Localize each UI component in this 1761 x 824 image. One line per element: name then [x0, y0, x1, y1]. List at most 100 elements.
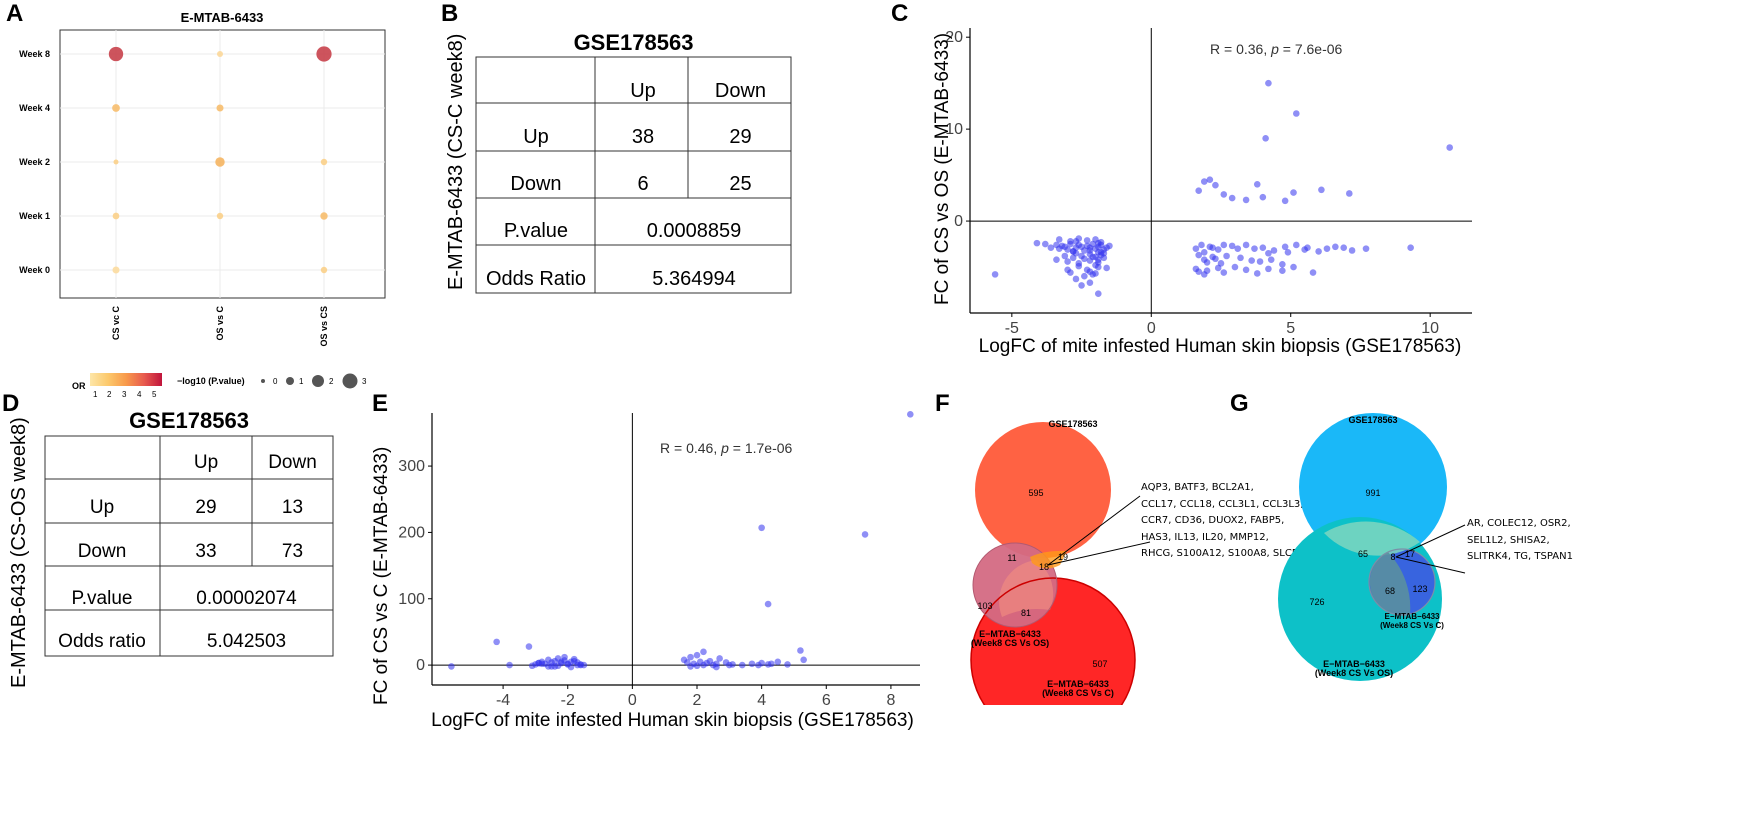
- scatter-point: [1081, 255, 1088, 263]
- dot-plot-point: [216, 104, 224, 112]
- scatter-point: [1270, 247, 1278, 254]
- scatter-point: [700, 648, 707, 656]
- table-d-down-up: 33: [195, 541, 217, 562]
- or-legend-title: OR: [72, 381, 86, 391]
- or-tick-5: 5: [152, 390, 157, 399]
- scatter-point: [1332, 243, 1339, 251]
- scatter-point: [1086, 279, 1094, 286]
- scatter-point: [570, 657, 578, 665]
- scatter-point: [1234, 245, 1242, 252]
- y-tick-label: 200: [398, 524, 425, 541]
- dot-plot-point: [216, 212, 224, 220]
- scatter-c-annotation: R = 0.36, p = 7.6e-06: [1210, 41, 1343, 57]
- scatter-point: [1092, 270, 1099, 277]
- scatter-point: [738, 661, 746, 669]
- scatter-point: [1290, 263, 1297, 271]
- table-b-or-label: Odds Ratio: [485, 268, 587, 290]
- scatter-point: [758, 659, 765, 667]
- scatter-c-chart: -5 0 5 10 0 10 20 R = 0.36, p = 7.6e-06: [945, 28, 1472, 337]
- scatter-e-annotation-r: R = 0.46,: [660, 440, 721, 456]
- scatter-point: [1290, 189, 1297, 196]
- scatter-point: [1083, 266, 1091, 274]
- dot-plot-point: [320, 158, 328, 166]
- venn-g-count-abc: 8: [1390, 552, 1395, 562]
- scatter-point: [1223, 252, 1230, 260]
- dot-plot-point: [215, 157, 225, 167]
- y-tick-label: 0: [954, 213, 963, 230]
- y-tick-label: 20: [945, 29, 963, 46]
- scatter-point: [1209, 244, 1216, 252]
- venn-f-gene-list: AQP3, BATF3, BCL2A1, CCL17, CCL18, CCL3L…: [1141, 480, 1311, 563]
- venn-f-count-b: 103: [977, 601, 992, 611]
- scatter-point: [1242, 266, 1250, 274]
- scatter-point: [1220, 191, 1228, 198]
- scatter-point: [557, 658, 565, 666]
- table-d-title: GSE178563: [129, 408, 249, 433]
- scatter-point: [1064, 258, 1071, 265]
- table-b-or: 5.364994: [652, 268, 736, 290]
- table-b-pvalue-label: P.value: [503, 220, 569, 242]
- scatter-point: [1100, 254, 1108, 262]
- scatter-point: [1407, 244, 1414, 252]
- venn-g-sublabel-c: (Week8 CS Vs C): [1380, 621, 1444, 630]
- scatter-point: [1200, 178, 1208, 185]
- scatter-point: [506, 661, 513, 669]
- table-b-up-down: 29: [729, 126, 752, 148]
- y-tick-label: 0: [416, 657, 425, 674]
- venn-f-leader-2: [1047, 541, 1151, 566]
- dot-plot-y-tick: Week 0: [19, 265, 50, 275]
- size-legend-label-3: 3: [362, 377, 367, 386]
- size-legend: 0 1 2 3: [261, 373, 367, 389]
- table-d-down-down: 73: [281, 541, 304, 562]
- scatter-point: [1192, 245, 1200, 252]
- venn-f-count-ac: 19: [1058, 552, 1068, 562]
- venn-g-count-c: 123: [1412, 584, 1427, 594]
- venn-f-set-a: [975, 422, 1111, 558]
- dot-plot-x-tick: OS vs CS: [319, 306, 329, 347]
- table-b-down-up: 6: [637, 173, 649, 195]
- scatter-point: [493, 638, 500, 646]
- scatter-point: [1265, 249, 1272, 257]
- scatter-point: [1279, 260, 1286, 268]
- dot-plot-x-tick: OS vs C: [215, 306, 225, 341]
- venn-f-gene-line-1: AQP3, BATF3, BCL2A1,: [1141, 482, 1254, 493]
- scatter-e-annotation-p-italic: p: [720, 440, 729, 456]
- scatter-point: [1262, 135, 1269, 142]
- table-b-pvalue: 0.0008859: [646, 220, 742, 242]
- x-tick-label: 0: [1147, 320, 1156, 337]
- scatter-point: [797, 647, 804, 654]
- table-d-or-label: Odds ratio: [58, 631, 146, 652]
- size-legend-dot-3: [342, 373, 358, 389]
- table-d-col-down: Down: [268, 452, 317, 473]
- table-d-grid: [44, 435, 334, 657]
- scatter-point: [528, 662, 536, 670]
- scatter-point: [1259, 244, 1267, 252]
- scatter-point: [1281, 197, 1289, 205]
- table-b-grid: [475, 56, 792, 294]
- venn-g-sublabel-b: (Week8 CS Vs OS): [1315, 668, 1393, 678]
- scatter-point: [1200, 249, 1208, 256]
- scatter-point: [1212, 181, 1219, 189]
- size-legend-dot-2: [312, 375, 324, 387]
- scatter-point: [1242, 241, 1250, 249]
- y-tick-label: 300: [398, 458, 425, 475]
- dot-plot-y-tick: Week 2: [19, 157, 50, 167]
- venn-f-label-a: GSE178563: [1048, 419, 1097, 429]
- scatter-point: [1214, 264, 1222, 272]
- dot-plot-y-tick: Week 1: [19, 211, 50, 221]
- venn-g-leader-1: [1395, 524, 1466, 558]
- venn-g-label-c: E−MTAB−6433: [1385, 612, 1441, 621]
- venn-f-gene-line-3: CCR7, CD36, DUOX2, FABP5,: [1141, 515, 1285, 526]
- or-tick-2: 2: [107, 390, 112, 399]
- panel-label-e: E: [372, 390, 389, 417]
- scatter-point: [1281, 243, 1289, 251]
- venn-g-leader-2: [1395, 556, 1466, 574]
- scatter-point: [1323, 245, 1331, 252]
- table-d-or: 5.042503: [206, 631, 287, 652]
- scatter-e-annotation: R = 0.46, p = 1.7e-06: [660, 440, 793, 456]
- scatter-point: [1253, 270, 1261, 277]
- scatter-e-annotation-p-rest: = 1.7e-06: [729, 440, 793, 456]
- scatter-point: [1083, 237, 1091, 244]
- scatter-point: [1203, 259, 1211, 266]
- venn-f-sublabel-b: (Week8 CS Vs OS): [971, 638, 1049, 648]
